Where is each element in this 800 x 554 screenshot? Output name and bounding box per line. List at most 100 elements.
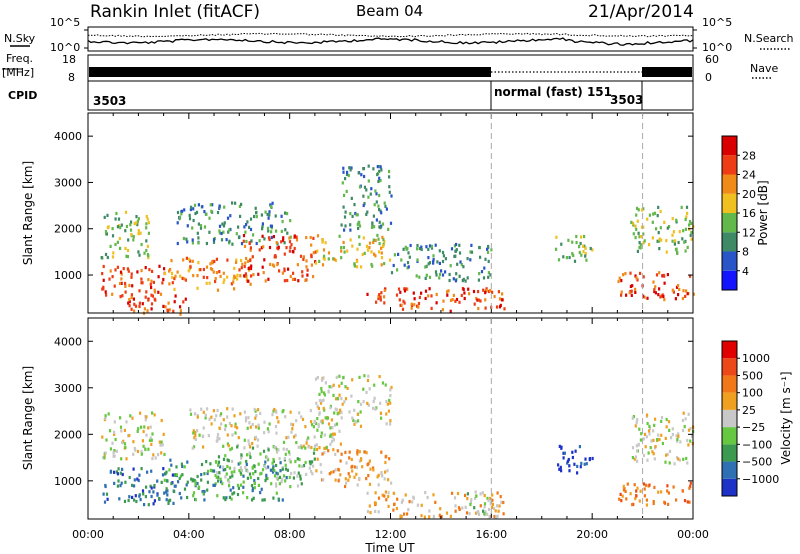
data-cell — [229, 214, 232, 218]
data-cell — [204, 413, 207, 417]
data-cell — [145, 290, 148, 294]
data-cell — [369, 511, 372, 515]
data-cell — [321, 263, 325, 267]
nsky-label: N.Sky — [4, 32, 36, 45]
data-cell — [190, 477, 193, 481]
data-cell — [358, 375, 361, 379]
data-cell — [316, 376, 319, 380]
data-cell — [337, 467, 340, 472]
data-cell — [181, 276, 184, 280]
data-cell — [222, 468, 225, 472]
data-cell — [642, 207, 645, 211]
data-cell — [151, 432, 154, 436]
data-cell — [130, 307, 133, 311]
data-cell — [327, 422, 331, 426]
data-cell — [145, 248, 148, 253]
data-cell — [425, 264, 428, 268]
data-cell — [345, 461, 348, 465]
data-cell — [103, 454, 106, 458]
data-cell — [385, 498, 388, 502]
data-cell — [688, 220, 692, 224]
data-cell — [150, 285, 153, 290]
data-cell — [276, 472, 279, 476]
cpid-seg-1: 3503 — [93, 94, 126, 108]
data-cell — [200, 473, 203, 477]
data-cell — [280, 480, 283, 484]
data-cell — [644, 445, 647, 449]
data-cell — [582, 244, 585, 248]
data-cell — [173, 300, 176, 304]
data-cell — [212, 409, 215, 413]
data-cell — [384, 204, 387, 208]
data-cell — [209, 468, 212, 472]
data-cell — [428, 515, 431, 519]
data-cell — [149, 282, 152, 286]
data-cell — [454, 504, 457, 508]
data-cell — [245, 274, 248, 278]
data-cell — [186, 240, 189, 244]
data-cell — [666, 226, 669, 230]
data-cell — [368, 245, 371, 250]
data-cell — [124, 480, 127, 484]
data-cell — [255, 413, 258, 418]
data-cell — [350, 457, 353, 462]
data-cell — [388, 175, 391, 179]
data-cell — [183, 465, 186, 469]
data-cell — [286, 278, 289, 283]
data-cell — [344, 477, 347, 481]
data-cell — [144, 266, 147, 270]
data-cell — [677, 284, 680, 288]
data-cell — [620, 279, 623, 283]
data-cell — [400, 514, 403, 519]
data-cell — [262, 245, 265, 249]
data-cell — [228, 239, 231, 243]
data-cell — [323, 254, 326, 258]
data-cell — [660, 433, 663, 437]
data-cell — [321, 452, 324, 456]
data-cell — [653, 485, 656, 489]
data-cell — [189, 259, 192, 263]
data-cell — [183, 487, 187, 491]
data-cell — [339, 442, 342, 446]
data-cell — [167, 301, 170, 305]
data-cell — [344, 177, 347, 181]
data-cell — [171, 281, 174, 285]
data-cell — [266, 226, 270, 230]
data-cell — [320, 390, 323, 394]
data-cell — [120, 223, 123, 227]
data-cell — [338, 234, 341, 238]
data-cell — [256, 444, 259, 448]
data-cell — [353, 422, 356, 426]
data-cell — [438, 513, 441, 517]
data-cell — [582, 250, 585, 254]
colorbar-tick-label: −25 — [742, 421, 765, 434]
data-cell — [642, 241, 645, 245]
data-cell — [629, 284, 632, 288]
data-cell — [333, 432, 336, 436]
data-cell — [671, 432, 674, 437]
data-cell — [144, 495, 147, 499]
data-cell — [585, 258, 588, 262]
power-data-cells — [100, 164, 695, 316]
data-cell — [313, 447, 316, 451]
data-cell — [635, 276, 638, 280]
data-cell — [432, 515, 435, 519]
colorbar-tick-label: 4 — [742, 265, 749, 278]
data-cell — [279, 461, 282, 465]
data-cell — [273, 446, 276, 450]
data-cell — [106, 213, 109, 217]
data-cell — [445, 511, 449, 515]
data-cell — [143, 307, 146, 311]
colorbar-swatch — [722, 341, 737, 359]
data-cell — [240, 258, 243, 263]
data-cell — [337, 479, 340, 483]
data-cell — [460, 263, 463, 267]
data-cell — [329, 426, 332, 430]
data-cell — [124, 210, 128, 214]
data-cell — [237, 235, 241, 240]
data-cell — [210, 415, 213, 419]
data-cell — [128, 304, 131, 308]
data-cell — [146, 217, 149, 221]
data-cell — [150, 293, 153, 297]
data-cell — [617, 279, 620, 284]
